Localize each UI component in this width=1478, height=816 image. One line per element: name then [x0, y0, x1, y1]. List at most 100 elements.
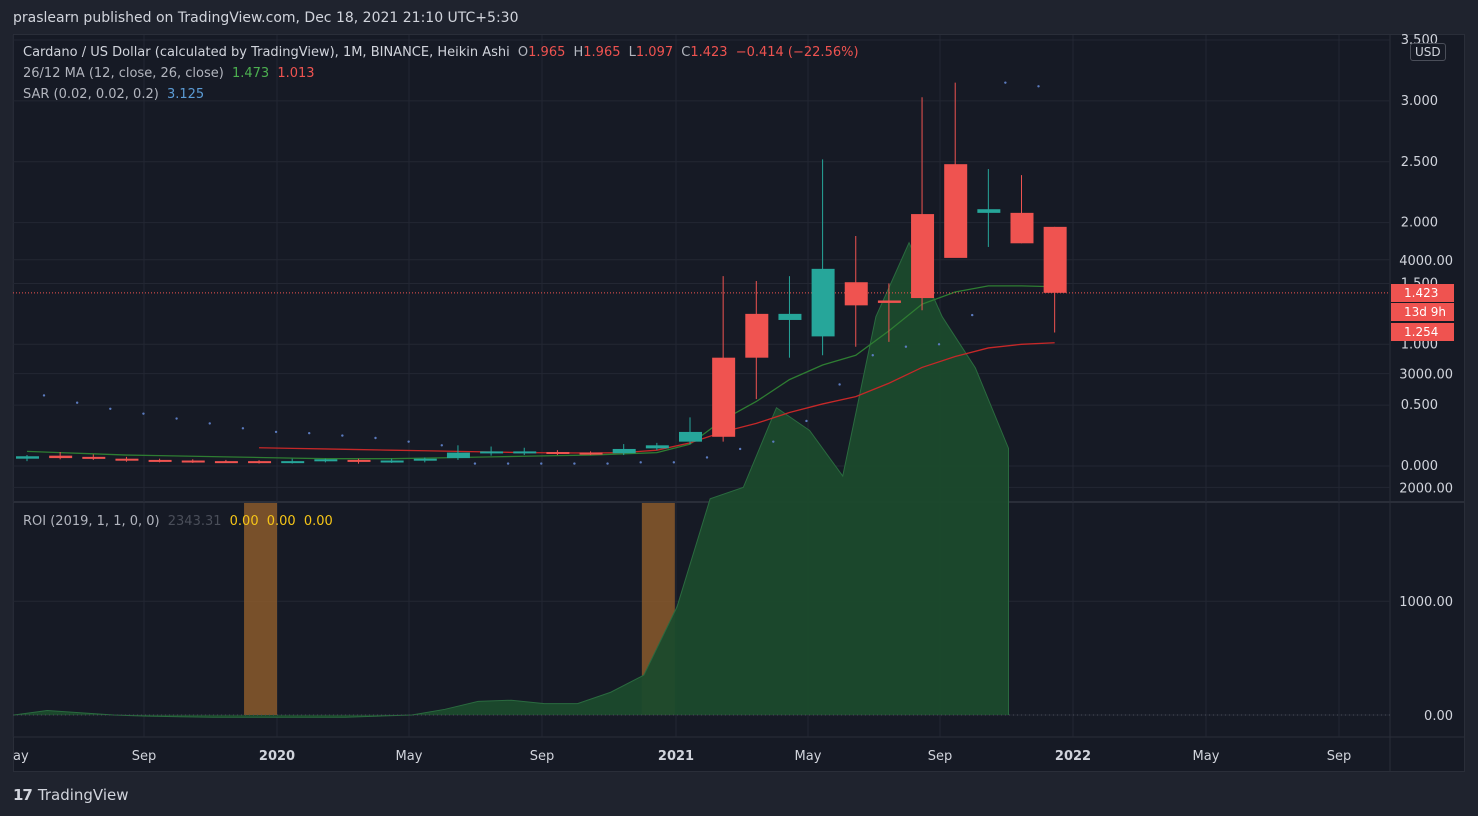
price-tick-label: 0.000: [1401, 459, 1438, 474]
candle-body: [347, 459, 371, 462]
sar-dot: [208, 422, 211, 425]
candle-body: [314, 459, 338, 462]
sar-dot: [374, 436, 377, 440]
roi-line: [13, 241, 1009, 718]
roi-label: ROI (2019, 1, 1, 0, 0): [23, 514, 160, 529]
main-legend: Cardano / US Dollar (calculated by Tradi…: [23, 45, 863, 60]
roi-value-2: 0.00: [266, 514, 296, 529]
last-price-tag: 1.423: [1391, 284, 1454, 302]
roi-value: 2343.31: [167, 514, 222, 529]
candle-body: [1043, 226, 1067, 293]
candle-body: [645, 445, 669, 449]
price-tick-label: 1.000: [1401, 337, 1438, 352]
candle-body: [16, 456, 39, 459]
price-tick-label: 2.500: [1401, 155, 1438, 170]
candle-body: [214, 461, 238, 464]
candle-body: [49, 455, 73, 459]
low-value: 1.097: [635, 45, 674, 60]
candle-body: [281, 461, 305, 464]
time-tick-label: 2021: [658, 749, 694, 764]
open-label: O: [517, 45, 529, 60]
candle-body: [115, 458, 139, 461]
roi-value-3: 0.00: [303, 514, 333, 529]
sar-dot: [341, 434, 344, 437]
time-tick-label: May: [1193, 749, 1220, 764]
sar-dot: [1004, 81, 1007, 84]
footer-brand[interactable]: 17 TradingView: [13, 786, 129, 804]
sar-value: 3.125: [166, 87, 205, 102]
time-tick-label: ay: [13, 749, 29, 764]
candle-body: [413, 458, 437, 461]
candle-body: [944, 164, 968, 258]
time-tick-label: Sep: [1327, 749, 1352, 764]
time-tick-label: Sep: [132, 749, 157, 764]
roi-legend[interactable]: ROI (2019, 1, 1, 0, 0) 2343.31 0.00 0.00…: [23, 514, 337, 529]
low-label: L: [628, 45, 636, 60]
candle-body: [679, 431, 702, 442]
time-tick-label: Sep: [928, 749, 953, 764]
ma-fast-line: [26, 285, 1055, 460]
countdown-tag: 13d 9h: [1391, 303, 1454, 321]
ma-legend[interactable]: 26/12 MA (12, close, 26, close) 1.473 1.…: [23, 66, 319, 81]
time-tick-label: 2020: [259, 749, 295, 764]
sar-dot: [937, 343, 941, 346]
roi-tick-label: 0.00: [1424, 709, 1453, 724]
candle-body: [612, 448, 636, 454]
candle-body: [778, 313, 802, 320]
candle-body: [248, 461, 272, 464]
sar-dot: [506, 462, 510, 465]
candle-body: [712, 357, 736, 437]
roi-tick-label: 2000.00: [1399, 481, 1453, 496]
ma-fast-value: 1.473: [231, 66, 270, 81]
ma-slow-tag: 1.254: [1391, 323, 1454, 341]
candle-body: [1010, 212, 1034, 244]
sar-dot: [805, 419, 808, 423]
sar-dot: [971, 313, 974, 317]
candle-body: [911, 214, 935, 299]
currency-badge[interactable]: USD: [1410, 43, 1446, 61]
ma-slow-value: 1.013: [277, 66, 315, 81]
roi-tick-label: 1000.00: [1399, 595, 1453, 610]
candle-body: [380, 460, 404, 463]
close-value: 1.423: [690, 45, 728, 60]
candle-body: [148, 459, 172, 462]
sar-dot: [274, 430, 278, 434]
price-tick-label: 0.500: [1401, 398, 1438, 413]
candle-body: [745, 313, 769, 358]
time-tick-label: 2022: [1055, 749, 1091, 764]
candle-body: [181, 460, 205, 463]
sar-dot: [871, 354, 874, 357]
time-tick-label: Sep: [530, 749, 555, 764]
roi-tick-label: 3000.00: [1399, 368, 1453, 383]
ma-label: 26/12 MA (12, close, 26, close): [23, 66, 224, 81]
sar-dot: [42, 394, 46, 397]
sar-dot: [142, 412, 145, 415]
sar-dot: [705, 456, 709, 459]
sar-dot: [1037, 85, 1040, 88]
sar-dot: [109, 407, 112, 411]
sar-label: SAR (0.02, 0.02, 0.2): [23, 87, 159, 102]
candle-body: [513, 451, 537, 454]
time-tick-label: May: [795, 749, 822, 764]
sar-dot: [606, 462, 609, 465]
candle-body: [579, 452, 603, 455]
price-tick-label: 2.000: [1401, 216, 1438, 231]
sar-dot: [473, 462, 477, 465]
candle-body: [82, 456, 106, 459]
high-value: 1.965: [583, 45, 621, 60]
roi-tick-label: 4000.00: [1399, 254, 1453, 269]
candle-body: [877, 300, 901, 303]
close-label: C: [681, 45, 691, 60]
candle-body: [977, 209, 1001, 213]
candle-body: [546, 452, 570, 455]
open-value: 1.965: [528, 45, 566, 60]
sar-legend[interactable]: SAR (0.02, 0.02, 0.2) 3.125: [23, 87, 208, 102]
sar-dot: [175, 417, 178, 420]
publisher-line: praslearn published on TradingView.com, …: [13, 10, 519, 26]
sar-dot: [440, 444, 443, 447]
roi-area: [14, 242, 1009, 718]
tradingview-logo-icon: 17: [13, 786, 33, 804]
brand-name: TradingView: [37, 786, 129, 804]
sar-dot: [904, 345, 908, 348]
